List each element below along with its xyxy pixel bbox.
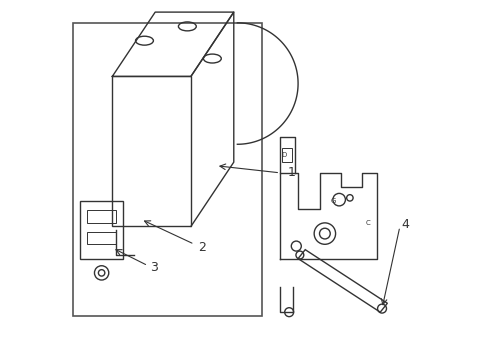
Bar xyxy=(282,148,291,162)
Text: D: D xyxy=(281,152,286,158)
Polygon shape xyxy=(298,249,386,312)
Text: 1: 1 xyxy=(287,166,295,179)
Bar xyxy=(87,232,116,244)
Text: C: C xyxy=(365,220,369,226)
Text: G: G xyxy=(330,198,336,204)
Bar xyxy=(87,210,116,223)
Bar xyxy=(73,23,262,316)
Text: 2: 2 xyxy=(198,241,205,255)
Bar xyxy=(80,202,123,258)
Text: 3: 3 xyxy=(149,261,158,274)
Bar xyxy=(112,76,190,226)
Text: 4: 4 xyxy=(401,218,409,231)
